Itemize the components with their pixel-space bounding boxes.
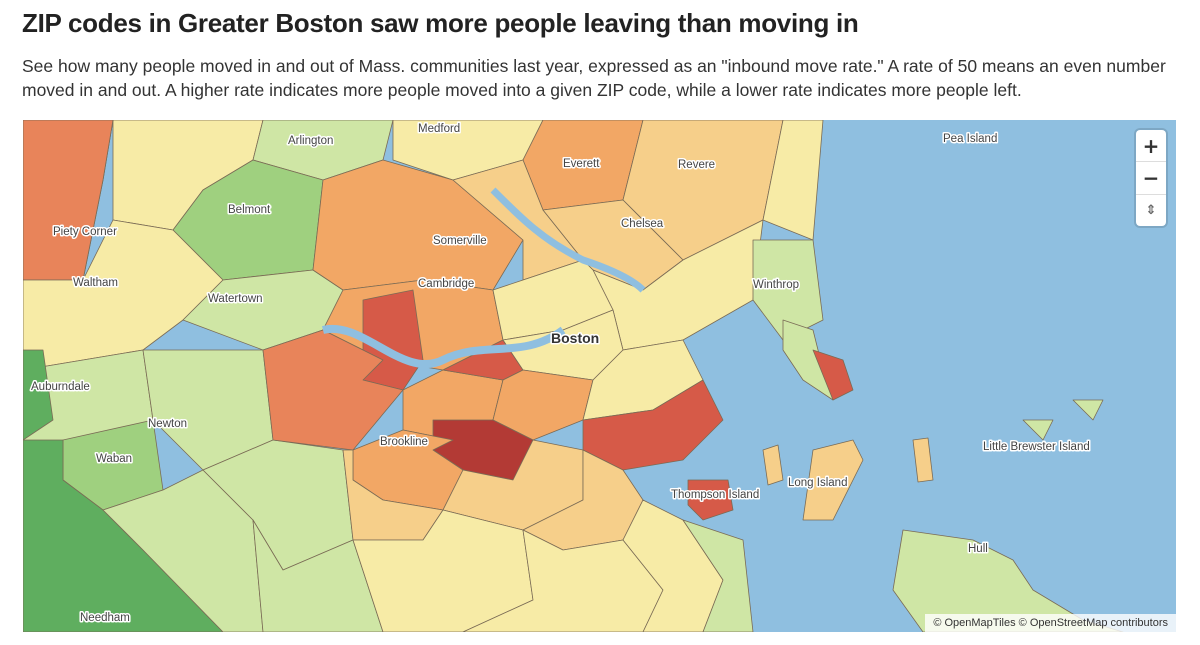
label-thompson-island: Thompson Island bbox=[671, 489, 759, 501]
island-east-2[interactable] bbox=[1072, 399, 1104, 421]
place-labels: Medford Arlington Everett Revere Pea Isl… bbox=[30, 122, 1092, 626]
zoom-out-button[interactable]: − bbox=[1136, 162, 1166, 195]
label-newton: Newton bbox=[148, 418, 187, 430]
mystic-river bbox=[490, 187, 646, 293]
label-medford: Medford bbox=[418, 123, 460, 135]
region-piety-corner[interactable] bbox=[23, 120, 114, 281]
region-quincy-green[interactable] bbox=[682, 519, 754, 632]
zoom-in-button[interactable]: + bbox=[1136, 130, 1166, 163]
label-revere: Revere bbox=[678, 159, 715, 171]
charles-river bbox=[322, 324, 566, 369]
region-auburndale-green[interactable] bbox=[23, 349, 54, 441]
map[interactable]: Medford Arlington Everett Revere Pea Isl… bbox=[23, 120, 1176, 632]
dek: See how many people moved in and out of … bbox=[22, 56, 1166, 100]
region-allston[interactable] bbox=[262, 329, 404, 451]
label-boston: Boston bbox=[551, 330, 599, 346]
island-little-2[interactable] bbox=[912, 437, 934, 483]
label-waban: Waban bbox=[96, 453, 132, 465]
label-piety-corner: Piety Corner bbox=[53, 226, 117, 238]
label-hull: Hull bbox=[968, 543, 988, 555]
headline: ZIP codes in Greater Boston saw more peo… bbox=[22, 8, 859, 38]
label-everett: Everett bbox=[563, 158, 600, 170]
label-cambridge: Cambridge bbox=[418, 278, 474, 290]
label-somerville: Somerville bbox=[433, 235, 487, 247]
island-long[interactable] bbox=[802, 439, 864, 521]
label-pea-island: Pea Island bbox=[943, 133, 997, 145]
label-chelsea: Chelsea bbox=[621, 218, 664, 230]
label-brookline: Brookline bbox=[380, 436, 428, 448]
label-watertown: Watertown bbox=[208, 293, 263, 305]
label-auburndale: Auburndale bbox=[31, 381, 90, 393]
map-canvas[interactable]: Medford Arlington Everett Revere Pea Isl… bbox=[23, 120, 1176, 632]
reset-north-button[interactable]: ⇕ bbox=[1145, 202, 1157, 218]
label-winthrop: Winthrop bbox=[753, 279, 799, 291]
region-south-green[interactable] bbox=[252, 519, 384, 632]
map-attribution[interactable]: © OpenMapTiles © OpenStreetMap contribut… bbox=[925, 614, 1176, 632]
label-arlington: Arlington bbox=[288, 135, 333, 147]
label-long-island: Long Island bbox=[788, 477, 847, 489]
label-belmont: Belmont bbox=[228, 204, 271, 216]
island-little-1[interactable] bbox=[762, 444, 784, 486]
label-waltham: Waltham bbox=[73, 277, 118, 289]
label-needham: Needham bbox=[80, 612, 130, 624]
zoom-control: + − ⇕ bbox=[1136, 130, 1166, 226]
island-red-east[interactable] bbox=[812, 349, 854, 401]
island-thompson[interactable] bbox=[687, 479, 734, 521]
label-little-brewster: Little Brewster Island bbox=[983, 441, 1090, 453]
island-east-1[interactable] bbox=[1022, 419, 1054, 441]
